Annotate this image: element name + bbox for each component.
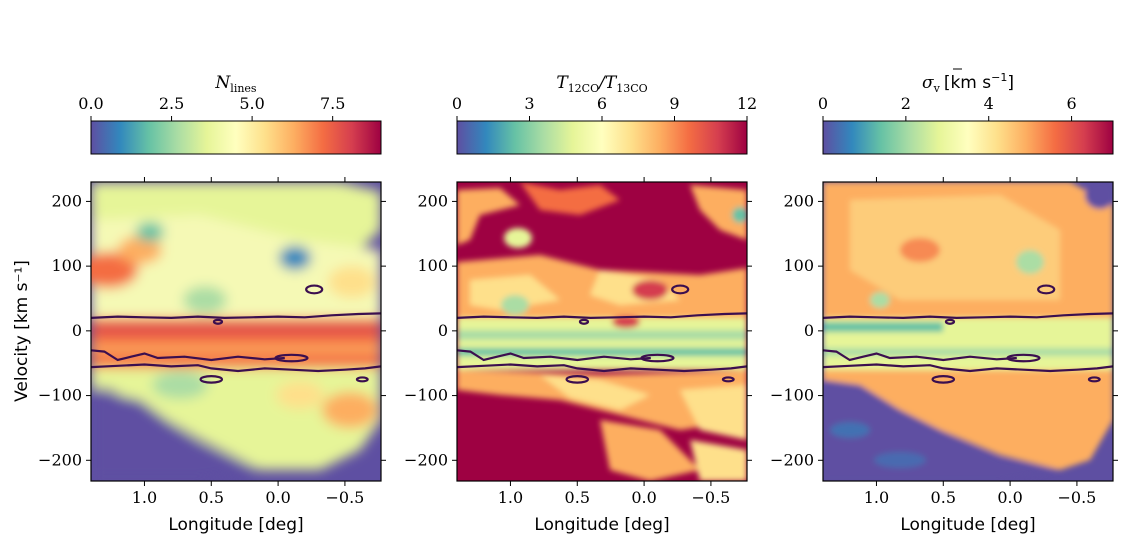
y-tick-label: −200 [770,450,814,469]
contour-island [1006,353,1041,363]
contour-island [199,375,224,384]
contour-upper [457,312,747,320]
contour-inner [91,349,285,362]
heatmap-velocity-dispersion [823,182,1113,481]
y-tick-label: 0 [438,321,448,340]
colorbar-label-ratio: T12CO/T13CO [556,73,647,95]
colorbar-tick-label: 12 [737,94,757,113]
contour-island [640,353,675,363]
colorbar-ticks: 0.0 2.5 5.0 7.5 [78,94,345,121]
contour-island [944,318,956,325]
x-tick-label: 0.5 [199,488,224,507]
y-tick-label: 100 [783,256,814,275]
axes-frame [456,181,748,482]
contour-inner [823,349,1017,362]
y-tick-label: 200 [783,191,814,210]
contour-upper [823,312,1113,320]
contours-right [823,284,1113,384]
contour-island [212,318,224,325]
y-axis-label: Velocity [km s⁻¹] [12,260,32,402]
axes-ticks: 1.0 0.5 0.0 −0.5 200 100 0 −100 −200 [404,177,752,507]
x-tick-label: 0.5 [565,488,590,507]
y-tick-label: 0 [804,321,814,340]
x-tick-label: −0.5 [691,488,730,507]
x-tick-label: 1.0 [864,488,889,507]
x-tick-label: 0.0 [631,488,656,507]
y-tick-label: 200 [417,191,448,210]
colorbar-tick-label: 2.5 [159,94,184,113]
y-tick-label: −100 [404,386,448,405]
contour-island [671,284,690,295]
x-tick-label: −0.5 [325,488,364,507]
contour-lower [457,363,747,373]
y-tick-label: 100 [51,256,82,275]
colorbar-velocity-dispersion: σv [km s−1] 0 2 4 6 [818,68,1114,155]
contour-island [931,375,956,384]
x-tick-label: −0.5 [1057,488,1096,507]
colorbar-n-lines: Nlines 0.0 2.5 5.0 7.5 [78,73,382,155]
colorbar-tick-label: 9 [669,94,679,113]
colorbar-tick-label: 6 [1066,94,1076,113]
x-tick-label: 1.0 [132,488,157,507]
colorbar-intensity-ratio: T12CO/T13CO 0 3 6 9 12 [452,73,757,155]
x-tick-label: 0.5 [931,488,956,507]
contour-island [578,318,590,325]
y-tick-label: 100 [417,256,448,275]
contours-left [91,284,381,384]
x-axis-label: Longitude [deg] [168,515,303,535]
colorbar-label-sigma: σv [km s−1] [922,71,1014,95]
contour-lower [823,363,1113,373]
colorbar-bar [456,120,748,155]
contour-island [1037,284,1056,295]
x-tick-label: 1.0 [498,488,523,507]
contour-lower [91,363,381,373]
x-axis-label: Longitude [deg] [900,515,1035,535]
colorbar-bar [90,120,382,155]
colorbar-label-n-lines: Nlines [214,73,257,95]
axes-ticks: 1.0 0.5 0.0 −0.5 200 100 0 −100 −200 [38,177,386,507]
axes-frame [822,181,1114,482]
panel-n-lines: Nlines 0.0 2.5 5.0 7.5 [12,73,386,535]
heatmap-n-lines [91,182,381,481]
panel-intensity-ratio: T12CO/T13CO 0 3 6 9 12 [404,73,757,535]
colorbar-tick-label: 2 [901,94,911,113]
colorbar-tick-label: 4 [984,94,994,113]
contour-island [355,376,369,383]
y-tick-label: −200 [404,450,448,469]
y-tick-label: −100 [38,386,82,405]
heatmap-intensity-ratio [457,182,747,481]
colorbar-tick-label: 0 [452,94,462,113]
colorbar-tick-label: 6 [597,94,607,113]
y-tick-label: 0 [72,321,82,340]
colorbar-ticks: 0 3 6 9 12 [452,94,757,121]
colorbar-bar [822,120,1114,155]
y-tick-label: −200 [38,450,82,469]
colorbar-tick-label: 3 [524,94,534,113]
contour-island [721,376,735,383]
colorbar-tick-label: 7.5 [320,94,345,113]
x-axis-label: Longitude [deg] [534,515,669,535]
contour-island [305,284,324,295]
panel-velocity-dispersion: σv [km s−1] 0 2 4 6 [770,68,1118,535]
contours-middle [457,284,747,384]
contour-island [565,375,590,384]
y-tick-label: −100 [770,386,814,405]
contour-island [1087,376,1101,383]
colorbar-tick-label: 0.0 [78,94,103,113]
x-tick-label: 0.0 [997,488,1022,507]
contour-island [274,353,309,363]
colorbar-ticks: 0 2 4 6 [818,94,1077,121]
contour-inner [457,349,651,362]
contour-upper [91,312,381,320]
x-tick-label: 0.0 [265,488,290,507]
axes-frame [90,181,382,482]
colorbar-tick-label: 5.0 [239,94,264,113]
axes-ticks: 1.0 0.5 0.0 −0.5 200 100 0 −100 −200 [770,177,1118,507]
y-tick-label: 200 [51,191,82,210]
colorbar-tick-label: 0 [818,94,828,113]
